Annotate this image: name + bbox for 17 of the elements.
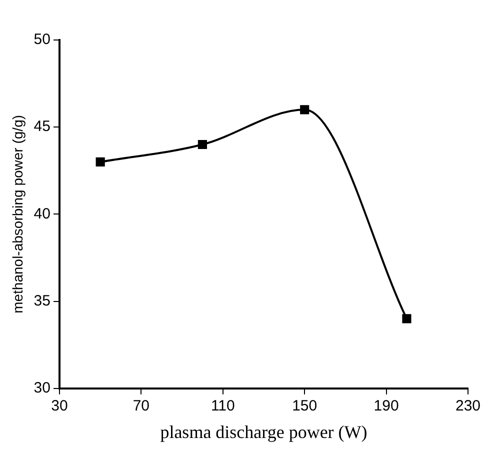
point (300, 105, 310, 114)
y-tick-label: 50 (34, 31, 50, 48)
y-tick-label: 30 (34, 380, 50, 397)
point (198, 140, 207, 150)
point (96, 157, 105, 166)
point (402, 314, 412, 324)
x-tick-label: 30 (51, 398, 68, 415)
x-axis-title: plasma discharge power (W) (160, 422, 368, 442)
x-tick-label: 190 (374, 398, 399, 415)
y-tick-label: 45 (34, 118, 50, 136)
y-tick-label: 35 (34, 292, 50, 310)
x-tick-label: 150 (292, 398, 318, 415)
x-tick-label: 230 (455, 398, 481, 415)
x-tick-label: 70 (132, 398, 150, 415)
y-tick-label: 40 (34, 205, 50, 222)
y-axis-title: methanol-absorbing power (g/g) (9, 114, 26, 314)
x-tick-label: 110 (210, 398, 235, 415)
